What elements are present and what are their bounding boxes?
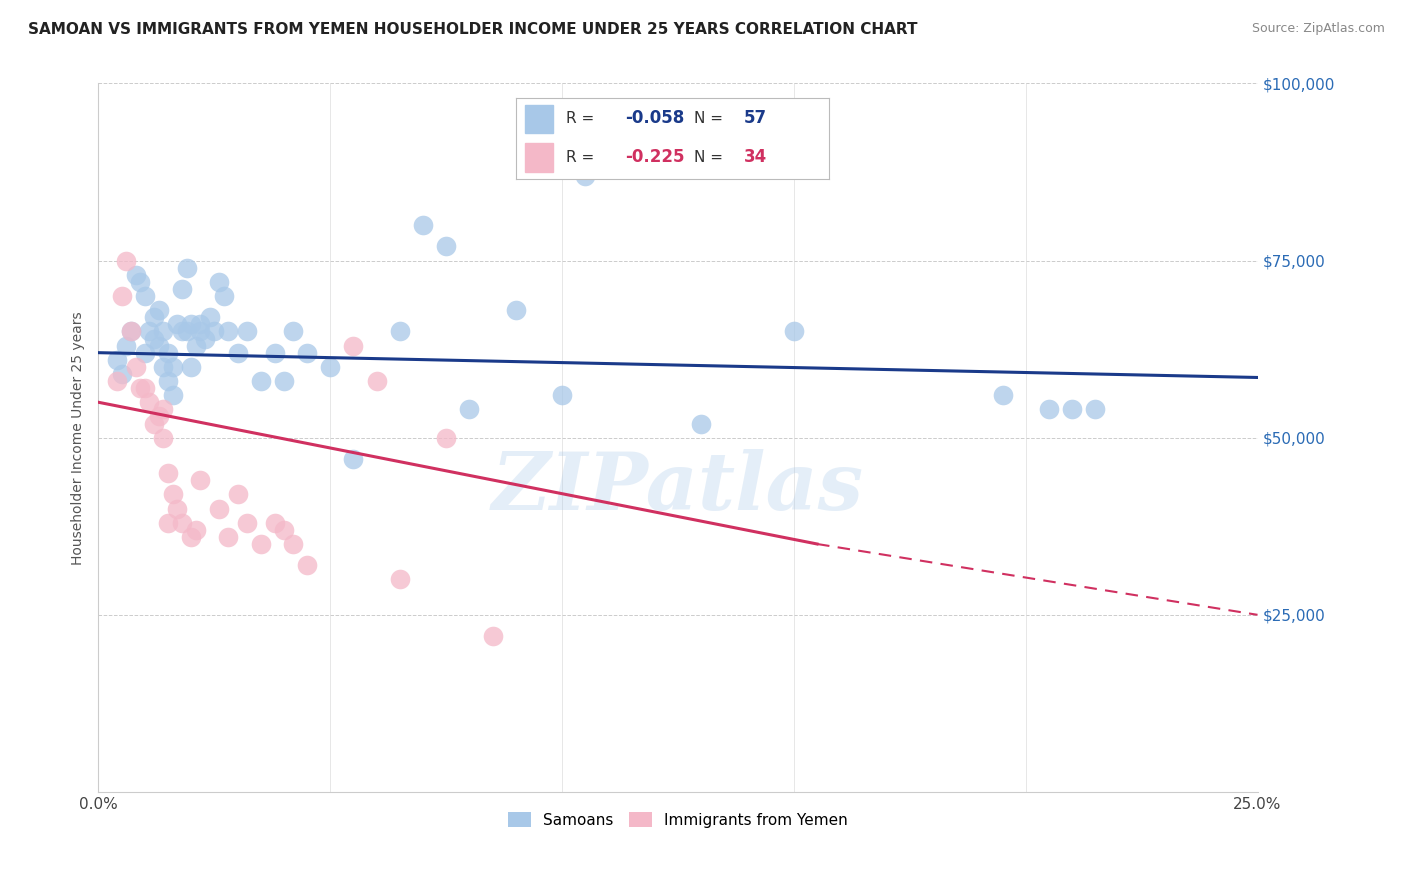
Point [319, 359, 342, 374]
Point [481, 629, 503, 643]
Point [198, 310, 221, 325]
Point [1060, 402, 1083, 417]
Point [170, 325, 193, 339]
Point [190, 473, 212, 487]
Point [366, 374, 388, 388]
Point [180, 318, 202, 332]
Point [143, 417, 166, 431]
Point [505, 303, 527, 318]
Text: SAMOAN VS IMMIGRANTS FROM YEMEN HOUSEHOLDER INCOME UNDER 25 YEARS CORRELATION CH: SAMOAN VS IMMIGRANTS FROM YEMEN HOUSEHOL… [28, 22, 918, 37]
Point [115, 338, 138, 352]
Point [226, 487, 249, 501]
Point [783, 325, 806, 339]
Point [574, 169, 596, 183]
Point [458, 402, 481, 417]
Point [138, 395, 160, 409]
Point [152, 402, 174, 417]
Point [273, 374, 295, 388]
Point [156, 374, 179, 388]
Point [190, 325, 212, 339]
Point [170, 516, 193, 530]
Point [176, 325, 198, 339]
Point [134, 345, 156, 359]
Point [134, 381, 156, 395]
Point [226, 345, 249, 359]
Point [208, 501, 231, 516]
Point [110, 367, 132, 381]
Point [152, 325, 174, 339]
Point [690, 417, 713, 431]
Point [388, 573, 411, 587]
Point [249, 374, 271, 388]
Point [184, 338, 207, 352]
Point [217, 530, 239, 544]
Y-axis label: Householder Income Under 25 years: Householder Income Under 25 years [72, 311, 86, 565]
Point [166, 501, 188, 516]
Point [180, 359, 202, 374]
Point [212, 289, 235, 303]
Point [1084, 402, 1107, 417]
Point [263, 516, 285, 530]
Point [143, 331, 166, 345]
Point [170, 282, 193, 296]
Point [273, 523, 295, 537]
Point [551, 388, 574, 402]
Point [342, 338, 364, 352]
Point [434, 431, 457, 445]
Point [134, 289, 156, 303]
Point [152, 359, 174, 374]
Point [156, 516, 179, 530]
Point [283, 325, 305, 339]
Point [120, 325, 142, 339]
Point [263, 345, 285, 359]
Point [148, 303, 170, 318]
Point [283, 537, 305, 551]
Point [143, 310, 166, 325]
Point [217, 325, 239, 339]
Point [236, 516, 259, 530]
Point [434, 239, 457, 253]
Point [1038, 402, 1060, 417]
Point [162, 487, 184, 501]
Point [166, 318, 188, 332]
Point [162, 359, 184, 374]
Point [162, 388, 184, 402]
Point [190, 318, 212, 332]
Point [194, 331, 217, 345]
Text: Source: ZipAtlas.com: Source: ZipAtlas.com [1251, 22, 1385, 36]
Point [180, 530, 202, 544]
Point [208, 275, 231, 289]
Point [152, 431, 174, 445]
Point [156, 466, 179, 480]
Point [129, 381, 152, 395]
Point [124, 359, 146, 374]
Point [156, 345, 179, 359]
Point [148, 338, 170, 352]
Point [184, 523, 207, 537]
Point [412, 218, 434, 232]
Point [124, 268, 146, 282]
Point [236, 325, 259, 339]
Point [176, 260, 198, 275]
Point [388, 325, 411, 339]
Point [110, 289, 132, 303]
Point [249, 537, 271, 551]
Legend: Samoans, Immigrants from Yemen: Samoans, Immigrants from Yemen [502, 805, 853, 834]
Point [115, 253, 138, 268]
Point [295, 558, 318, 573]
Point [342, 452, 364, 467]
Point [129, 275, 152, 289]
Text: ZIPatlas: ZIPatlas [492, 449, 865, 526]
Point [295, 345, 318, 359]
Point [202, 325, 225, 339]
Point [105, 352, 128, 367]
Point [120, 325, 142, 339]
Point [138, 325, 160, 339]
Point [148, 409, 170, 424]
Point [991, 388, 1014, 402]
Point [105, 374, 128, 388]
